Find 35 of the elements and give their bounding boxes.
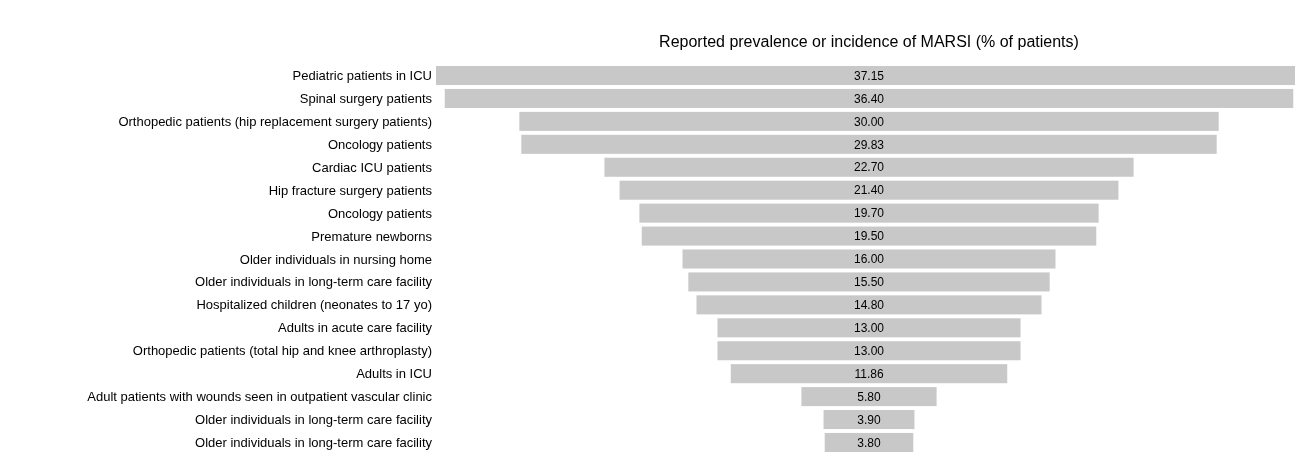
category-label: Older individuals in long-term care facility — [195, 412, 433, 428]
data-label: 36.40 — [853, 91, 885, 106]
data-label: 13.00 — [853, 321, 885, 336]
category-label: Orthopedic patients (total hip and knee arthroplasty) — [132, 343, 432, 359]
data-label: 30.00 — [853, 114, 885, 129]
category-label: Adults in ICU — [356, 366, 432, 382]
data-label: 19.50 — [853, 229, 885, 244]
data-label: 5.80 — [857, 389, 881, 404]
data-label: 19.70 — [853, 206, 885, 221]
category-label: Older individuals in nursing home — [239, 251, 432, 267]
category-label: Adults in acute care facility — [278, 320, 433, 336]
data-label: 3.90 — [857, 412, 881, 427]
category-label: Hip fracture surgery patients — [268, 182, 433, 198]
data-label: 14.80 — [853, 298, 885, 313]
category-label: Older individuals in long-term care facility — [195, 274, 433, 290]
data-label: 21.40 — [853, 183, 885, 198]
data-label: 11.86 — [854, 366, 884, 381]
data-label: 37.15 — [853, 68, 885, 83]
data-label: 16.00 — [853, 252, 885, 267]
data-label: 15.50 — [853, 275, 885, 290]
data-label: 3.80 — [857, 435, 881, 450]
text: Reported prevalence or incidence of MARSI (% of patients) — [659, 33, 1079, 50]
category-label: Oncology patients — [327, 205, 433, 221]
category-label: Cardiac ICU patients — [312, 159, 433, 175]
category-label: Pediatric patients in ICU — [292, 68, 432, 84]
category-label: Older individuals in long-term care facility — [195, 435, 433, 451]
data-label: 13.00 — [853, 343, 885, 358]
category-label: Adult patients with wounds seen in outpatient vascular clinic — [87, 389, 433, 405]
category-label: Premature newborns — [311, 228, 433, 244]
category-label: Oncology patients — [327, 136, 433, 152]
category-label: Hospitalized children (neonates to 17 yo) — [196, 297, 432, 313]
data-label: 29.83 — [853, 137, 885, 152]
category-label: Spinal surgery patients — [299, 91, 433, 106]
category-label: Orthopedic patients (hip replacement surgery patients) — [118, 113, 432, 129]
data-label: 22.70 — [853, 160, 885, 175]
